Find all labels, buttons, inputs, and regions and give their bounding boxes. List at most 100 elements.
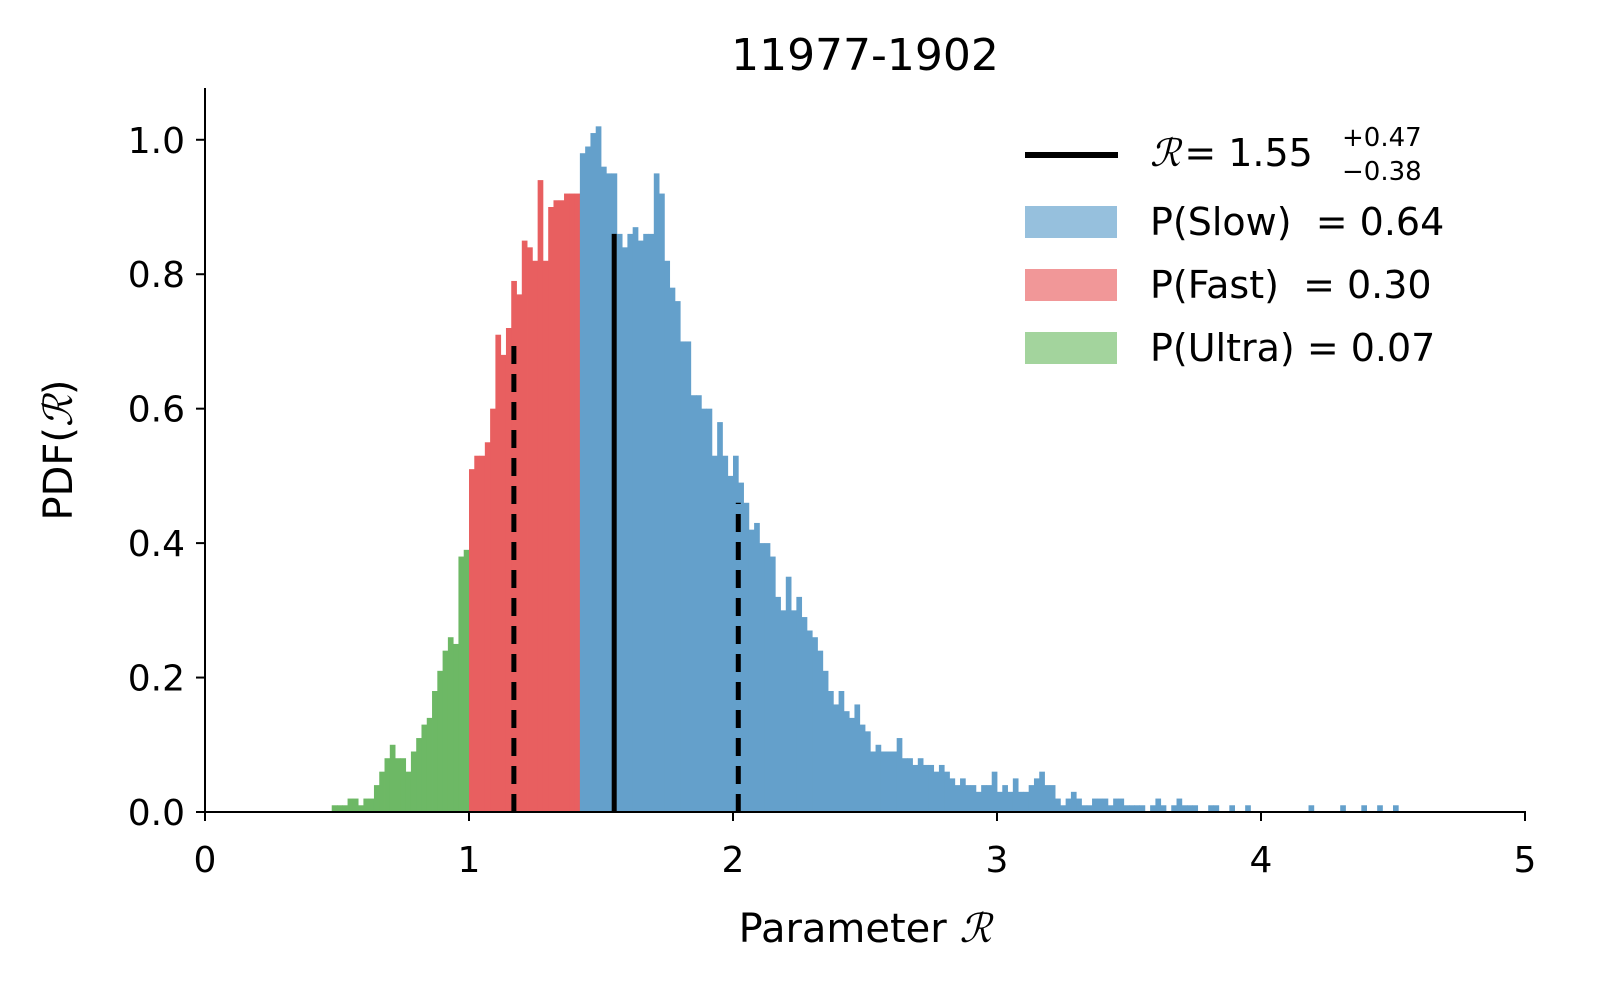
histogram-bar [880,751,887,812]
x-axis-label: Parameter ℛ [739,906,995,952]
histogram-bar [1102,798,1109,812]
histogram-bar [674,301,681,812]
histogram-bar [991,771,998,812]
histogram-bar [775,596,781,812]
histogram-bar [1007,791,1014,812]
histogram-bar [590,133,597,813]
histogram-bar [680,341,686,812]
histogram-bar [1129,805,1135,812]
legend-median-label: ℛ = 1.55 [1150,131,1313,175]
histogram-bar [722,455,729,812]
histogram-bar [838,691,845,812]
histogram-bar [854,704,861,812]
histogram-bar [664,260,671,812]
histogram-bar [1081,805,1088,812]
x-tick-label: 5 [1514,840,1537,881]
y-tick-label: 0.4 [128,524,185,565]
legend-swatch [1025,269,1117,301]
histogram-bar [564,193,570,813]
y-ticks: 0.0 0.2 0.4 0.6 0.8 1.0 [128,121,205,834]
histogram-bar [1012,778,1019,812]
y-tick-label: 0.0 [128,793,185,834]
histogram-bar [1123,805,1130,812]
histogram-bar [479,455,486,812]
histogram-bar [627,233,634,812]
y-axis-symbol: ℛ [36,392,82,427]
histogram-bar [400,758,407,812]
histogram-bar [975,791,982,812]
statistic-lines [511,233,741,812]
histogram-bar [595,126,602,813]
histogram-bar [759,543,766,812]
histogram-bar [849,717,855,812]
histogram-bar [1139,805,1146,812]
histogram-bar [1049,785,1056,812]
histogram-bar [717,422,723,812]
histogram-bar [1229,805,1235,812]
histogram-bar [1181,805,1188,812]
histogram-bar [896,738,903,812]
histogram-bar [358,805,364,812]
histogram-bar [785,576,792,812]
x-axis-symbol: ℛ [959,906,994,952]
histogram-bar [368,798,375,812]
histogram-bar [1107,805,1114,812]
histogram-bar [1361,805,1367,812]
histogram-bar [432,691,438,812]
histogram-bar [379,771,385,812]
histogram-bar [981,785,987,812]
histogram-bar [986,785,993,812]
histogram-bars [331,126,1399,813]
legend-swatch [1025,332,1117,364]
histogram-bar [405,771,412,812]
y-tick-label: 1.0 [128,121,185,162]
histogram-bar [711,455,718,812]
x-tick-label: 0 [194,840,217,881]
histogram-bar [521,240,528,813]
histogram-bar [754,522,760,812]
axes [204,88,1526,813]
histogram-bar [1187,805,1193,812]
histogram-bar [579,153,586,812]
histogram-bar [828,691,834,812]
histogram-bar [875,744,882,812]
histogram-bar [1060,805,1067,812]
histogram-bar [558,200,565,812]
histogram-bar [1065,798,1072,812]
histogram-bar [933,771,940,812]
histogram-bar [1308,805,1315,812]
histogram-bar [1176,798,1183,812]
histogram-bar [843,711,850,812]
y-tick-label: 0.6 [128,390,185,431]
histogram-bar [886,751,892,812]
y-tick-label: 0.2 [128,659,185,700]
histogram-bar [616,233,623,812]
histogram-bar [870,751,876,812]
histogram-bar [548,207,554,812]
histogram-bar [669,287,676,813]
legend-swatch [1025,206,1117,238]
histogram-bar [1118,798,1125,812]
histogram-bar [917,758,924,812]
histogram-bar [944,771,950,812]
histogram-bar [907,758,913,812]
histogram-bar [569,193,575,813]
histogram-bar [421,724,428,812]
histogram-bar [1028,785,1035,812]
histogram-bar [659,193,665,813]
histogram-bar [643,233,649,812]
histogram-bar [812,637,818,812]
histogram-bar [1070,791,1077,812]
legend-label: P(Ultra) = 0.07 [1150,326,1435,370]
histogram-bar [542,260,549,812]
histogram-bar [1150,805,1156,812]
histogram-bar [1155,798,1162,812]
chart-title: 11977-1902 [731,30,999,81]
histogram-bar [690,395,697,812]
histogram-bar [410,751,417,812]
histogram-bar [516,294,523,812]
histogram-bar [648,233,655,812]
histogram-bar [553,200,560,812]
histogram-bar [458,556,465,812]
